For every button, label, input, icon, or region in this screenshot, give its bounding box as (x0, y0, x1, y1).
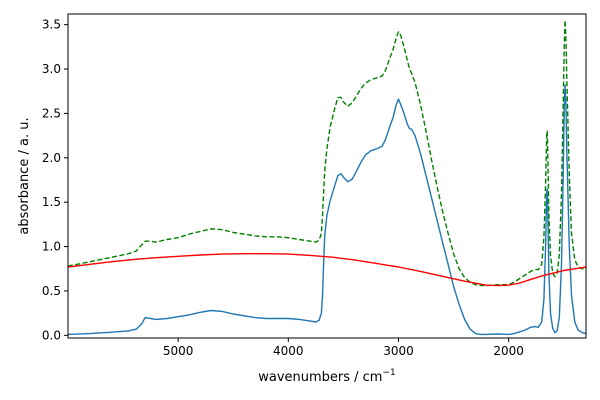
y-tick-label: 3.0 (42, 62, 61, 76)
y-tick-label: 1.5 (42, 195, 61, 209)
y-tick-label: 2.0 (42, 151, 61, 165)
x-tick-label: 3000 (383, 344, 414, 358)
series-line-2 (68, 19, 586, 287)
y-axis: 0.0 0.5 1.0 1.5 2.0 2.5 3.0 3.5 (42, 18, 68, 342)
y-tick-label: 2.5 (42, 106, 61, 120)
series-line-3 (68, 253, 586, 287)
plot-frame (67, 13, 587, 339)
series-line-1 (68, 84, 586, 336)
x-axis-title-superscript: −1 (382, 368, 395, 378)
y-tick-label: 0.0 (42, 328, 61, 342)
x-tick-label: 4000 (273, 344, 304, 358)
y-axis-title: absorbance / a. u. (17, 117, 32, 234)
y-tick-label: 0.5 (42, 284, 61, 298)
y-tick-label: 3.5 (42, 18, 61, 32)
x-tick-label: 2000 (493, 344, 524, 358)
x-tick-label: 5000 (163, 344, 194, 358)
x-axis-title-text: wavenumbers / cm (258, 370, 382, 385)
y-tick-label: 1.0 (42, 240, 61, 254)
series-layer (68, 19, 586, 336)
x-axis-title: wavenumbers / cm−1 (258, 368, 396, 385)
x-axis: 5000 4000 3000 2000 (163, 338, 524, 358)
